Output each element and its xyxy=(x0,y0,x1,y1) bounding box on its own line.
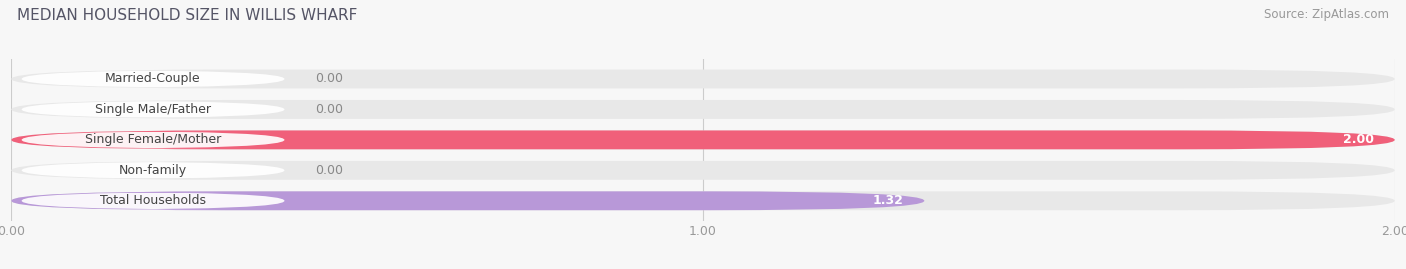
FancyBboxPatch shape xyxy=(11,130,1395,149)
Text: 0.00: 0.00 xyxy=(315,103,343,116)
FancyBboxPatch shape xyxy=(21,192,284,210)
FancyBboxPatch shape xyxy=(11,161,1395,180)
Text: 2.00: 2.00 xyxy=(1343,133,1374,146)
Text: 1.32: 1.32 xyxy=(873,194,904,207)
Text: Married-Couple: Married-Couple xyxy=(105,72,201,86)
Text: 0.00: 0.00 xyxy=(315,72,343,86)
FancyBboxPatch shape xyxy=(11,130,1395,149)
FancyBboxPatch shape xyxy=(11,69,1395,89)
Text: Non-family: Non-family xyxy=(120,164,187,177)
FancyBboxPatch shape xyxy=(21,101,284,118)
Text: Source: ZipAtlas.com: Source: ZipAtlas.com xyxy=(1264,8,1389,21)
Text: Single Male/Father: Single Male/Father xyxy=(96,103,211,116)
FancyBboxPatch shape xyxy=(11,191,924,210)
Text: 0.00: 0.00 xyxy=(315,164,343,177)
FancyBboxPatch shape xyxy=(21,131,284,148)
FancyBboxPatch shape xyxy=(11,191,1395,210)
FancyBboxPatch shape xyxy=(21,70,284,88)
FancyBboxPatch shape xyxy=(11,100,1395,119)
Text: MEDIAN HOUSEHOLD SIZE IN WILLIS WHARF: MEDIAN HOUSEHOLD SIZE IN WILLIS WHARF xyxy=(17,8,357,23)
Text: Total Households: Total Households xyxy=(100,194,207,207)
FancyBboxPatch shape xyxy=(21,162,284,179)
Text: Single Female/Mother: Single Female/Mother xyxy=(84,133,221,146)
